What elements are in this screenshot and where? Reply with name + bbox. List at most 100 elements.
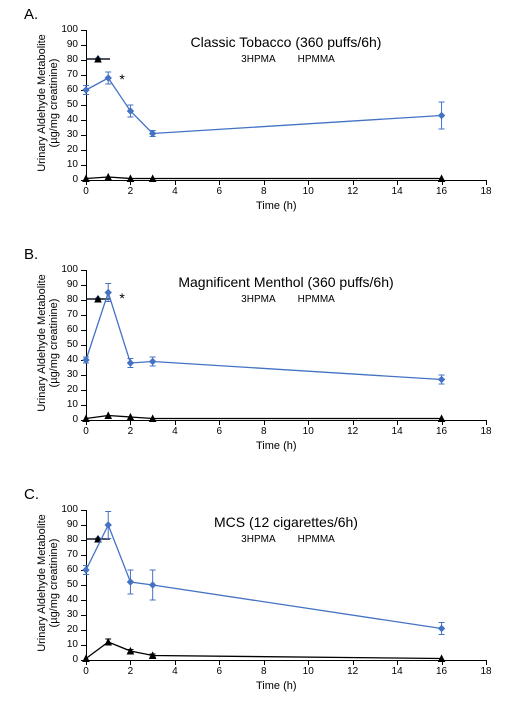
xtick-mark bbox=[264, 660, 265, 665]
ytick-label: 50 bbox=[58, 99, 78, 110]
xtick-mark bbox=[175, 180, 176, 185]
ytick-label: 100 bbox=[58, 24, 78, 35]
ytick-label: 60 bbox=[58, 324, 78, 335]
ytick-label: 90 bbox=[58, 279, 78, 290]
ytick-label: 40 bbox=[58, 594, 78, 605]
panel-label: A. bbox=[24, 6, 38, 23]
xtick-label: 4 bbox=[165, 426, 185, 437]
ytick-label: 30 bbox=[58, 129, 78, 140]
ytick-label: 40 bbox=[58, 354, 78, 365]
ytick-label: 80 bbox=[58, 534, 78, 545]
xtick-mark bbox=[353, 180, 354, 185]
xtick-mark bbox=[308, 660, 309, 665]
xtick-mark bbox=[308, 420, 309, 425]
xtick-label: 8 bbox=[254, 186, 274, 197]
ytick-label: 10 bbox=[58, 639, 78, 650]
xtick-mark bbox=[219, 420, 220, 425]
xtick-label: 4 bbox=[165, 666, 185, 677]
xtick-label: 10 bbox=[298, 666, 318, 677]
x-axis-title: Time (h) bbox=[256, 440, 297, 452]
xtick-label: 6 bbox=[209, 666, 229, 677]
xtick-mark bbox=[175, 420, 176, 425]
ytick-label: 100 bbox=[58, 504, 78, 515]
data-layer bbox=[86, 30, 486, 180]
panel-label: B. bbox=[24, 246, 38, 263]
ytick-label: 90 bbox=[58, 39, 78, 50]
xtick-mark bbox=[397, 420, 398, 425]
ytick-label: 20 bbox=[58, 384, 78, 395]
ytick-label: 70 bbox=[58, 69, 78, 80]
xtick-mark bbox=[130, 660, 131, 665]
xtick-label: 14 bbox=[387, 186, 407, 197]
ytick-label: 30 bbox=[58, 609, 78, 620]
ytick-label: 10 bbox=[58, 399, 78, 410]
xtick-mark bbox=[175, 660, 176, 665]
xtick-mark bbox=[264, 180, 265, 185]
y-axis-title: Urinary Aldehyde Metabolite(µg/mg creati… bbox=[36, 268, 60, 418]
x-axis-title: Time (h) bbox=[256, 200, 297, 212]
y-axis-title: Urinary Aldehyde Metabolite(µg/mg creati… bbox=[36, 28, 60, 178]
ytick-label: 100 bbox=[58, 264, 78, 275]
ytick-label: 70 bbox=[58, 549, 78, 560]
ytick-label: 20 bbox=[58, 624, 78, 635]
ytick-label: 90 bbox=[58, 519, 78, 530]
xtick-label: 10 bbox=[298, 426, 318, 437]
xtick-label: 8 bbox=[254, 666, 274, 677]
xtick-mark bbox=[353, 420, 354, 425]
xtick-label: 12 bbox=[343, 666, 363, 677]
ytick-label: 40 bbox=[58, 114, 78, 125]
xtick-mark bbox=[486, 180, 487, 185]
panel-C: C.0102030405060708090100024681012141618U… bbox=[0, 486, 528, 726]
xtick-label: 2 bbox=[120, 426, 140, 437]
xtick-label: 0 bbox=[76, 186, 96, 197]
ytick-label: 80 bbox=[58, 54, 78, 65]
figure: A.0102030405060708090100024681012141618U… bbox=[0, 0, 528, 728]
significance-star: * bbox=[119, 71, 124, 87]
panel-label: C. bbox=[24, 486, 39, 503]
xtick-mark bbox=[264, 420, 265, 425]
xtick-mark bbox=[397, 180, 398, 185]
xtick-label: 12 bbox=[343, 186, 363, 197]
xtick-label: 18 bbox=[476, 186, 496, 197]
panel-B: B.0102030405060708090100024681012141618U… bbox=[0, 246, 528, 486]
ytick-label: 10 bbox=[58, 159, 78, 170]
xtick-label: 0 bbox=[76, 426, 96, 437]
xtick-label: 8 bbox=[254, 426, 274, 437]
ytick-label: 20 bbox=[58, 144, 78, 155]
xtick-mark bbox=[308, 180, 309, 185]
ytick-label: 60 bbox=[58, 84, 78, 95]
xtick-label: 16 bbox=[432, 666, 452, 677]
ytick-label: 0 bbox=[58, 414, 78, 425]
ytick-label: 70 bbox=[58, 309, 78, 320]
xtick-label: 14 bbox=[387, 666, 407, 677]
xtick-mark bbox=[219, 660, 220, 665]
x-axis-title: Time (h) bbox=[256, 680, 297, 692]
xtick-mark bbox=[219, 180, 220, 185]
ytick-label: 50 bbox=[58, 339, 78, 350]
xtick-label: 18 bbox=[476, 666, 496, 677]
ytick-label: 80 bbox=[58, 294, 78, 305]
xtick-mark bbox=[353, 660, 354, 665]
xtick-label: 10 bbox=[298, 186, 318, 197]
xtick-label: 18 bbox=[476, 426, 496, 437]
y-axis-title: Urinary Aldehyde Metabolite(µg/mg creati… bbox=[36, 508, 60, 658]
data-layer bbox=[86, 510, 486, 660]
significance-star: * bbox=[119, 290, 124, 306]
xtick-label: 6 bbox=[209, 186, 229, 197]
xtick-mark bbox=[486, 660, 487, 665]
xtick-mark bbox=[486, 420, 487, 425]
xtick-label: 2 bbox=[120, 666, 140, 677]
xtick-label: 16 bbox=[432, 426, 452, 437]
xtick-label: 0 bbox=[76, 666, 96, 677]
panel-A: A. 0 10 20 30 40 50 60 70 80 90 100 0 2 4 6 8 10 12 14 16 18 U… bbox=[0, 6, 528, 246]
xtick-label: 12 bbox=[343, 426, 363, 437]
xtick-mark bbox=[130, 420, 131, 425]
xtick-mark bbox=[397, 660, 398, 665]
ytick-label: 50 bbox=[58, 579, 78, 590]
xtick-label: 16 bbox=[432, 186, 452, 197]
xtick-label: 2 bbox=[120, 186, 140, 197]
xtick-label: 4 bbox=[165, 186, 185, 197]
ytick-label: 0 bbox=[58, 174, 78, 185]
ytick-label: 0 bbox=[58, 654, 78, 665]
xtick-label: 14 bbox=[387, 426, 407, 437]
